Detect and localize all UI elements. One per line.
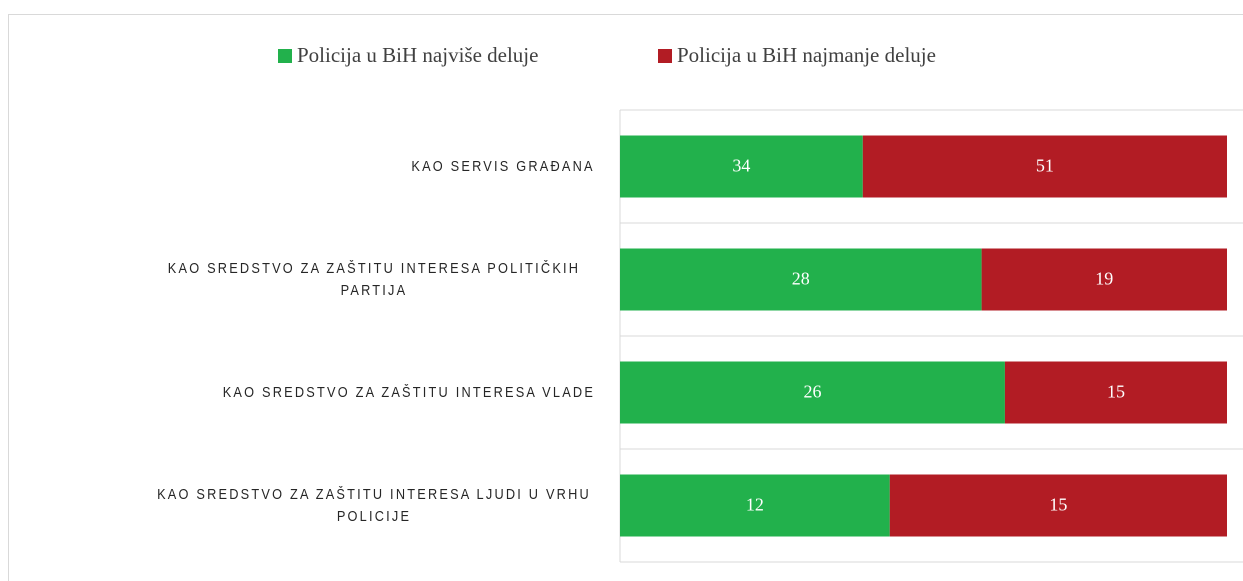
data-label: 15 xyxy=(1107,382,1125,402)
data-label: 28 xyxy=(792,269,810,289)
category-label: KAO SREDSTVO ZA ZAŠTITU INTERESA POLITIČ… xyxy=(167,259,581,299)
legend-label: Policija u BiH najviše deluje xyxy=(297,43,538,67)
category-label: KAO SERVIS GRAĐANA xyxy=(411,157,595,175)
legend-label: Policija u BiH najmanje deluje xyxy=(677,43,936,67)
data-label: 51 xyxy=(1036,156,1054,176)
category-label-box: KAO SREDSTVO ZA ZAŠTITU INTERESA VLADE xyxy=(35,382,595,404)
category-label-box: KAO SREDSTVO ZA ZAŠTITU INTERESA POLITIČ… xyxy=(35,258,595,302)
data-label: 15 xyxy=(1049,495,1067,515)
data-label: 34 xyxy=(732,156,750,176)
bar-segment xyxy=(862,135,1227,198)
bar-segment xyxy=(981,248,1227,311)
bar-segment xyxy=(620,135,863,198)
bar-segment xyxy=(620,248,982,311)
category-label-box: KAO SREDSTVO ZA ZAŠTITU INTERESA LJUDI U… xyxy=(35,484,595,528)
bar-segment xyxy=(620,361,1005,424)
category-label-box: KAO SERVIS GRAĐANA xyxy=(35,156,595,178)
bar-segment xyxy=(1004,361,1227,424)
bar-segment xyxy=(620,474,890,537)
data-label: 12 xyxy=(746,495,764,515)
category-label: KAO SREDSTVO ZA ZAŠTITU INTERESA LJUDI U… xyxy=(157,485,591,525)
data-label: 26 xyxy=(803,382,821,402)
bar-segment xyxy=(889,474,1227,537)
legend-swatch xyxy=(658,49,672,63)
legend-swatch xyxy=(278,49,292,63)
chart-frame xyxy=(8,14,1243,581)
category-label: KAO SREDSTVO ZA ZAŠTITU INTERESA VLADE xyxy=(222,383,595,401)
data-label: 19 xyxy=(1095,269,1113,289)
